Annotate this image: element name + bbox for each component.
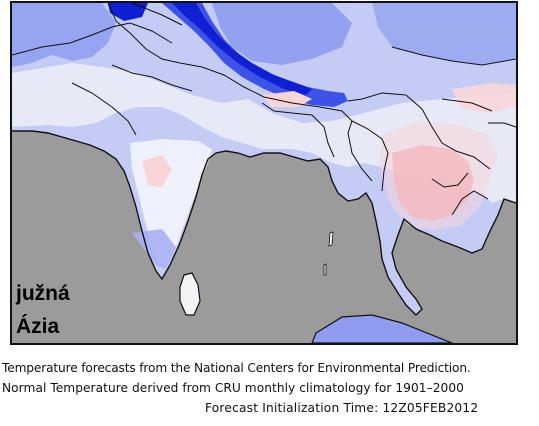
coastline (12, 130, 516, 316)
caption-normal-line: Normal Temperature derived from CRU mont… (2, 381, 464, 395)
temperature-anomaly-map (10, 1, 518, 345)
warm-patch-indochina-outer (380, 121, 498, 231)
caption-init-time-line: Forecast Initialization Time: 12Z05FEB20… (205, 401, 479, 415)
andaman-islands (323, 231, 334, 276)
warm-patch-nepal (262, 91, 312, 107)
caption-source-line: Temperature forecasts from the National … (2, 361, 471, 375)
north-cold-extreme (108, 3, 148, 21)
sri-lanka (179, 272, 201, 316)
country-borders (12, 3, 516, 216)
cold-patch-central (212, 3, 352, 65)
sumatra (311, 314, 453, 343)
region-label-line1: južná (16, 282, 70, 305)
cold-patch-south (132, 229, 176, 269)
himalaya-cold-core (172, 3, 312, 95)
cold-patch-west (12, 3, 116, 67)
warm-patch-east (452, 83, 516, 113)
warm-patch-india (142, 155, 172, 187)
region-label-line2: Ázia (16, 315, 60, 338)
cold-patch-east (372, 3, 516, 65)
